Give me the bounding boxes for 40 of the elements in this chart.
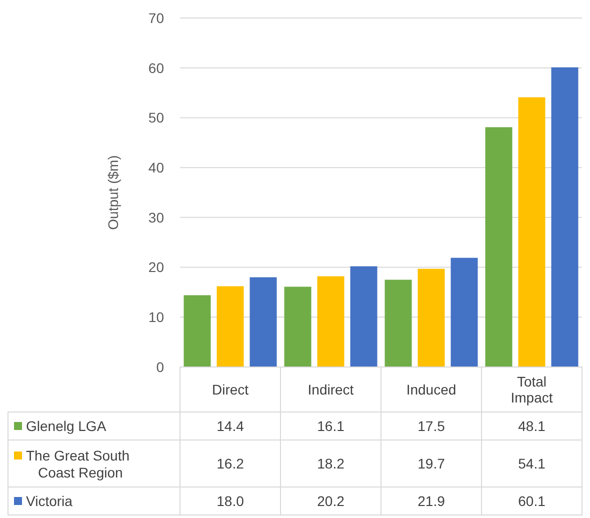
data-label: 16.1 [317, 418, 345, 434]
bar [250, 277, 277, 367]
data-label: 14.4 [216, 418, 244, 434]
bar [551, 67, 578, 367]
legend-label: The Great South Coast Region [26, 447, 130, 480]
bar [485, 127, 512, 367]
bar [317, 276, 344, 367]
x-tick-label: Induced [406, 381, 456, 398]
x-tick-label: Total Impact [510, 373, 553, 406]
y-tick-label: 10 [148, 309, 164, 326]
data-label: 19.7 [418, 455, 446, 472]
legend-label: Victoria [26, 492, 73, 509]
y-tick-label: 30 [148, 209, 164, 226]
data-label: 21.9 [418, 492, 446, 509]
x-tick-label: Direct [212, 381, 249, 398]
data-label: 60.1 [518, 492, 546, 509]
bar [216, 286, 244, 367]
bar [384, 280, 412, 367]
data-label: 18.2 [317, 455, 345, 472]
x-tick-label: Indirect [308, 381, 354, 398]
bar [350, 266, 378, 367]
data-label: 54.1 [518, 455, 546, 472]
bar [418, 268, 445, 367]
bar [450, 258, 478, 367]
y-tick-label: 0 [156, 358, 164, 375]
bar [184, 295, 211, 367]
y-tick-label: 60 [148, 60, 164, 76]
bar [284, 286, 312, 367]
legend-label: Glenelg LGA [26, 418, 107, 434]
data-label: 16.2 [216, 455, 244, 472]
y-axis-title: Output ($m) [105, 155, 121, 230]
y-tick-label: 70 [148, 10, 164, 26]
data-label: 20.2 [317, 492, 345, 509]
data-label: 17.5 [418, 418, 446, 434]
y-tick-label: 40 [148, 159, 164, 176]
data-label: 48.1 [518, 418, 546, 434]
data-label: 18.0 [216, 492, 244, 509]
y-tick-label: 20 [148, 259, 164, 276]
y-tick-label: 50 [148, 110, 164, 126]
bar [518, 97, 546, 367]
